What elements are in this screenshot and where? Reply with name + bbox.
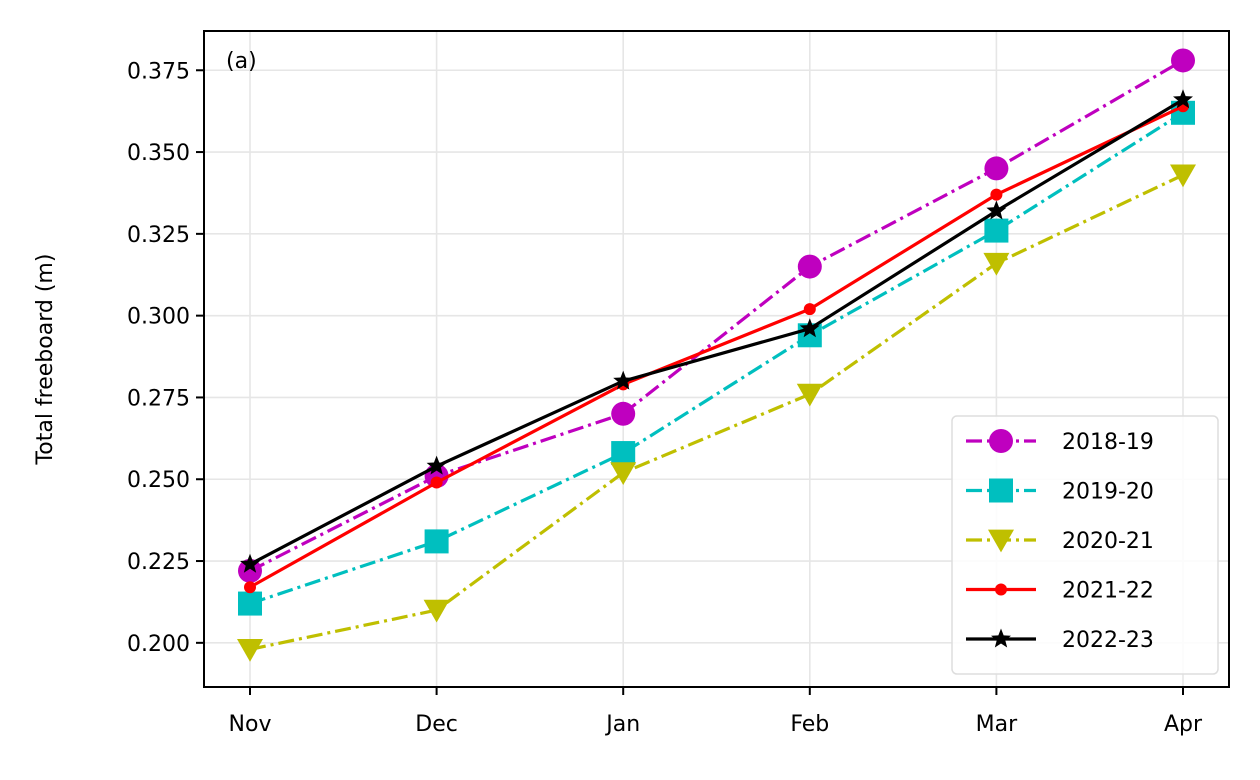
legend-marker (995, 583, 1007, 596)
y-tick-label: 0.275 (127, 386, 190, 411)
data-point (244, 581, 256, 594)
data-point (984, 218, 1009, 243)
legend-marker (991, 628, 1011, 648)
y-tick-label: 0.350 (127, 141, 190, 166)
series-2019-20 (238, 100, 1195, 616)
legend: 2018-19 2019-20 2020-21 2021-22 2022-23 (951, 415, 1219, 675)
legend-label: 2019-20 (1062, 480, 1154, 505)
y-tick-label: 0.225 (127, 550, 190, 575)
data-point (426, 455, 447, 475)
data-point (803, 303, 816, 316)
data-point (613, 370, 634, 390)
series-line (249, 104, 1184, 589)
legend-entry: 2018-19 (966, 429, 1154, 455)
legend-marker (989, 478, 1013, 503)
panel-label: (a) (226, 49, 257, 74)
legend-entry: 2020-21 (966, 529, 1154, 554)
x-tick-label: Apr (1164, 712, 1203, 737)
legend-entry: 2019-20 (966, 478, 1154, 505)
series-2021-22 (244, 100, 1189, 594)
legend-entry: 2021-22 (966, 579, 1154, 604)
legend-label: 2018-19 (1062, 430, 1154, 455)
data-point (424, 529, 449, 554)
y-tick-label: 0.200 (127, 632, 190, 657)
data-point (1170, 164, 1196, 188)
series-line (249, 59, 1184, 573)
data-point (1173, 89, 1193, 109)
data-point (240, 553, 260, 573)
data-point (990, 188, 1003, 201)
x-tick-label: Mar (976, 712, 1018, 737)
legend-label: 2021-22 (1062, 579, 1154, 604)
x-tick-label: Jan (604, 712, 640, 737)
legend-label: 2020-21 (1062, 529, 1154, 554)
x-tick-label: Nov (229, 712, 272, 737)
y-axis-label: Total freeboard (m) (33, 254, 58, 466)
plot-frame (203, 30, 1230, 688)
data-point (797, 254, 822, 279)
data-point (237, 638, 263, 662)
data-point (611, 401, 636, 426)
ticks: Nov Dec Jan Feb Mar Apr 0.200 0.225 0.250 0.275 0.… (127, 59, 1203, 737)
data-point (799, 318, 820, 338)
x-tick-label: Dec (415, 712, 458, 737)
data-point (1171, 48, 1195, 73)
data-point (986, 200, 1007, 220)
legend-marker (988, 529, 1014, 553)
data-point (423, 599, 450, 623)
data-point (983, 252, 1010, 276)
series-2020-21 (237, 164, 1196, 662)
series-2022-23 (240, 89, 1193, 573)
series-line (249, 111, 1184, 606)
data-point (984, 156, 1009, 181)
series-line (249, 98, 1184, 566)
data-point (238, 558, 262, 583)
data-point (610, 462, 637, 486)
series-layer (237, 48, 1196, 662)
series-line (249, 173, 1184, 651)
legend-marker (989, 429, 1013, 453)
data-point (238, 591, 262, 616)
data-point (430, 476, 443, 489)
series-2018-19 (238, 48, 1195, 583)
y-tick-label: 0.375 (127, 59, 190, 84)
legend-label: 2022-23 (1062, 628, 1154, 653)
data-point (611, 441, 636, 466)
legend-entry: 2022-23 (966, 628, 1154, 653)
y-tick-label: 0.250 (127, 468, 190, 493)
legend-box (951, 415, 1219, 675)
data-point (796, 383, 823, 407)
x-tick-label: Feb (790, 712, 829, 737)
y-tick-label: 0.300 (127, 305, 190, 330)
y-tick-label: 0.325 (127, 223, 190, 248)
